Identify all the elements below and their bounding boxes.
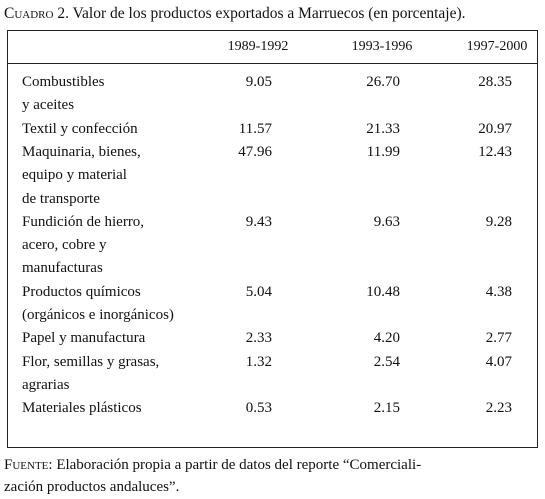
- footnote-text: zación productos andaluces”.: [4, 479, 180, 495]
- row-label: Materiales plásticos: [22, 400, 142, 417]
- cell-value: 4.38: [485, 283, 512, 300]
- row-label: Papel y manufactura: [22, 330, 146, 347]
- cell-value: 2.33: [245, 330, 272, 347]
- cell-value: 9.63: [373, 213, 400, 230]
- cell-value: 12.43: [478, 143, 512, 160]
- row-label: agrarias: [22, 376, 70, 393]
- cell-value: 1.32: [245, 353, 272, 370]
- column-header: 1993-1996: [351, 39, 413, 54]
- cell-value: 2.15: [373, 400, 400, 417]
- row-label: Maquinaria, bienes,: [22, 143, 141, 160]
- caption-text: Valor de los productos exportados a Marr…: [72, 5, 466, 22]
- caption-label: Cuadro 2.: [4, 5, 69, 22]
- row-label: Flor, semillas y grasas,: [22, 353, 160, 370]
- row-label: (orgánicos e inorgánicos): [22, 307, 174, 323]
- row-label: Productos químicos: [22, 283, 141, 300]
- table-border: [7, 30, 538, 448]
- cell-value: 5.04: [245, 283, 272, 300]
- footnote-line: Fuente: Elaboración propia a partir de d…: [4, 456, 421, 474]
- header-rule: [7, 63, 538, 64]
- cell-value: 2.54: [373, 353, 400, 370]
- cell-value: 11.99: [366, 143, 400, 160]
- row-label: manufacturas: [22, 260, 103, 277]
- cell-value: 11.57: [238, 120, 272, 137]
- cell-value: 10.48: [366, 283, 400, 300]
- cell-value: 47.96: [238, 143, 272, 160]
- row-label: equipo y material: [22, 167, 127, 184]
- cell-value: 2.23: [485, 400, 512, 417]
- cell-value: 4.20: [373, 330, 400, 347]
- cell-value: 9.28: [485, 213, 512, 230]
- footnote-text: Elaboración propia a partir de datos del…: [56, 457, 422, 473]
- row-label: Fundición de hierro,: [22, 213, 145, 230]
- caption: Cuadro 2. Valor de los productos exporta…: [4, 5, 466, 23]
- cell-value: 9.43: [245, 213, 272, 230]
- cell-value: 26.70: [366, 74, 400, 90]
- cell-value: 9.05: [245, 74, 272, 90]
- cell-value: 2.77: [485, 330, 512, 347]
- row-label: Combustibles: [22, 74, 105, 90]
- column-header: 1997-2000: [466, 39, 528, 54]
- footnote-label: Fuente:: [4, 457, 53, 473]
- cell-value: 4.07: [485, 353, 512, 370]
- row-label: Textil y confección: [22, 120, 138, 137]
- row-label: acero, cobre y: [22, 237, 107, 254]
- cell-value: 20.97: [478, 120, 512, 137]
- cell-value: 21.33: [366, 120, 400, 137]
- row-label: de transporte: [22, 190, 100, 207]
- row-label: y aceites: [22, 97, 75, 114]
- column-header: 1989-1992: [227, 39, 289, 54]
- cell-value: 0.53: [245, 400, 272, 417]
- cell-value: 28.35: [478, 74, 512, 90]
